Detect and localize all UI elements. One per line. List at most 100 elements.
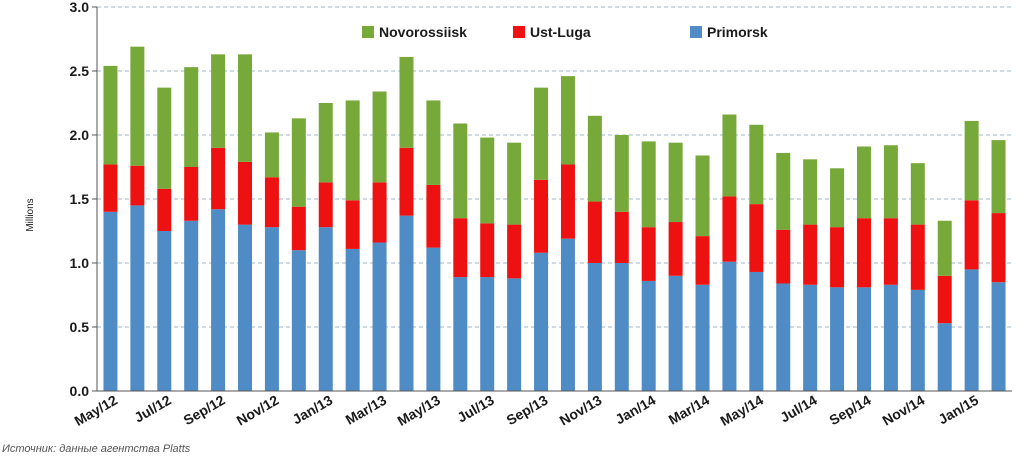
bar-ust-luga [318,182,333,228]
bar-novorossiisk [937,220,952,276]
bar-ust-luga [103,164,118,212]
bar-ust-luga [507,224,522,279]
bar-novorossiisk [614,135,629,212]
bar-primorsk [318,227,333,391]
legend-label: Ust-Luga [530,24,591,40]
bar-ust-luga [453,218,468,278]
bar-primorsk [130,205,145,391]
bar-novorossiisk [534,87,549,180]
bar-primorsk [883,284,898,391]
x-tick-label: Jul/12 [131,392,174,426]
bar-novorossiisk [776,152,791,230]
bar-primorsk [157,231,172,391]
x-tick-label: Nov/12 [234,392,282,429]
bar-primorsk [830,287,845,391]
bar-primorsk [587,263,602,391]
bar-novorossiisk [695,155,710,237]
bar-ust-luga [372,182,387,243]
x-tick-label: Jul/13 [454,392,497,426]
bar-primorsk [722,261,737,391]
bar-ust-luga [830,227,845,288]
bar-primorsk [534,252,549,391]
bar-ust-luga [856,218,871,288]
bar-ust-luga [776,229,791,284]
bar-ust-luga [910,224,925,290]
x-tick-label: Mar/13 [343,392,390,428]
bar-primorsk [614,263,629,391]
bar-ust-luga [964,200,979,270]
y-tick-labels: 0.0 0.5 1.0 1.5 2.0 2.5 3.0 [70,0,97,399]
bar-primorsk [560,238,575,391]
x-tick-label: Jan/15 [935,392,981,428]
x-tick-label: May/13 [394,392,443,429]
bar-ust-luga [157,188,172,231]
legend-label: Novorossiisk [379,24,467,40]
bar-novorossiisk [238,54,253,162]
bar-novorossiisk [103,65,118,165]
bar-novorossiisk [722,114,737,197]
bar-novorossiisk [130,46,145,166]
bar-primorsk [453,277,468,391]
bar-novorossiisk [211,54,226,148]
bar-novorossiisk [453,123,468,219]
bar-novorossiisk [587,115,602,202]
bar-primorsk [238,224,253,391]
legend-swatch [362,26,374,38]
bar-ust-luga [991,213,1006,283]
bar-primorsk [184,220,199,391]
x-tick-label: May/14 [717,392,766,429]
x-tick-label: Jan/14 [612,392,658,428]
bar-primorsk [803,284,818,391]
bar-primorsk [399,215,414,391]
bar-novorossiisk [426,100,441,185]
y-tick-label: 1.0 [70,255,90,271]
legend-label: Primorsk [707,24,768,40]
bar-ust-luga [560,164,575,239]
y-tick-label: 3.0 [70,0,90,15]
bar-ust-luga [803,224,818,285]
x-tick-label: Nov/13 [557,392,605,429]
x-tick-label: Sep/14 [826,392,873,429]
x-tick-label: Jan/13 [289,392,335,428]
bar-novorossiisk [830,168,845,228]
bar-ust-luga [534,179,549,253]
bar-novorossiisk [291,118,306,207]
bar-primorsk [776,283,791,391]
bar-primorsk [668,275,683,391]
x-tick-label: Mar/14 [666,392,713,428]
bar-novorossiisk [749,124,764,205]
bar-ust-luga [291,206,306,251]
bar-ust-luga [937,275,952,324]
gridlines [97,6,1012,328]
bar-primorsk [264,227,279,391]
bar-primorsk [964,269,979,391]
bar-primorsk [426,247,441,391]
bar-primorsk [211,209,226,391]
y-axis-label: Millions [25,198,36,231]
source-note: Источник: данные агентства Platts [2,443,191,455]
bar-ust-luga [722,196,737,262]
bar-primorsk [480,277,495,391]
legend: Novorossiisk Ust-Luga Primorsk [362,24,768,40]
bar-ust-luga [883,218,898,285]
bar-primorsk [641,280,656,391]
bar-primorsk [345,248,360,391]
bar-primorsk [856,287,871,391]
bar-novorossiisk [399,56,414,148]
bar-novorossiisk [507,142,522,225]
y-tick-label: 0.5 [70,319,90,335]
bar-primorsk [910,289,925,391]
bar-ust-luga [211,147,226,210]
bar-ust-luga [641,227,656,281]
y-tick-label: 2.5 [70,63,90,79]
bar-ust-luga [749,204,764,272]
bar-novorossiisk [803,159,818,225]
y-tick-label: 0.0 [70,383,90,399]
legend-swatch [690,26,702,38]
x-tick-label: Sep/13 [503,392,550,429]
bar-ust-luga [426,184,441,248]
y-tick-label: 2.0 [70,127,90,143]
x-tick-labels: May/12 Jul/12 Sep/12 Nov/12 Jan/13 Mar/13 May/… [72,392,982,429]
bar-ust-luga [399,147,414,216]
bars [103,46,1006,391]
